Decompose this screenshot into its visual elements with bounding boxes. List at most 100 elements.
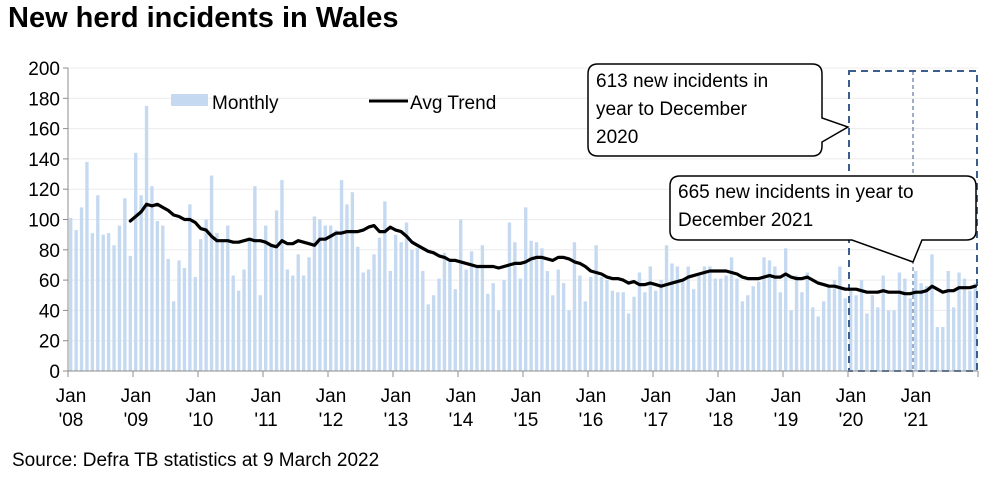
x-tick-label-month: Jan — [576, 386, 607, 407]
x-tick-labels: Jan '08 Jan '09 Jan '10 Jan '11 Jan '12 Jan '13 Jan '… — [56, 386, 932, 431]
bar-monthly — [805, 272, 810, 371]
bar-monthly — [220, 240, 225, 371]
bar-monthly — [708, 266, 712, 371]
bar-monthly — [372, 254, 376, 371]
x-tick-label-month: Jan — [836, 386, 867, 407]
bar-monthly — [361, 272, 365, 371]
bar-monthly — [691, 289, 696, 371]
bar-monthly — [583, 301, 587, 371]
bar-monthly — [903, 278, 907, 371]
bar-monthly — [567, 310, 571, 371]
bar-monthly — [301, 275, 306, 371]
bar-monthly — [957, 272, 961, 371]
callout-2021: 665 new incidents in year to December 20… — [669, 175, 977, 263]
bar-monthly — [96, 195, 100, 371]
x-tick-label-year: '10 — [189, 410, 214, 431]
bar-monthly — [681, 281, 685, 371]
bar-monthly — [534, 242, 539, 371]
bar-monthly — [101, 234, 105, 371]
bar-monthly — [188, 204, 192, 371]
bar-monthly — [496, 310, 501, 371]
x-tick-label-year: '15 — [514, 410, 539, 431]
bar-monthly — [139, 195, 143, 371]
x-tick-label-month: Jan — [121, 386, 152, 407]
bar-monthly — [897, 272, 902, 371]
callout-2020-line-2: year to December — [596, 99, 748, 120]
bar-monthly — [610, 290, 615, 371]
x-tick-label-year: '20 — [839, 410, 864, 431]
bar-monthly — [258, 295, 262, 371]
bar-monthly — [345, 204, 349, 371]
bar-monthly — [827, 287, 831, 371]
bar-monthly — [226, 225, 230, 371]
x-tick-label-year: '11 — [254, 410, 277, 431]
bar-monthly — [751, 286, 755, 371]
bar-monthly — [529, 240, 533, 371]
bar-monthly — [144, 105, 149, 371]
bar-monthly — [128, 255, 132, 371]
bar-monthly — [480, 245, 485, 371]
y-tick-labels: 0 20 40 60 80 100 120 140 160 180 200 — [28, 59, 60, 383]
bar-monthly — [442, 252, 447, 371]
bar-monthly — [756, 281, 761, 371]
bar-monthly — [870, 295, 875, 371]
y-tick-label: 40 — [39, 301, 60, 322]
y-tick-label: 100 — [28, 211, 60, 232]
axes — [63, 67, 979, 377]
source-note: Source: Defra TB statistics at 9 March 2… — [12, 450, 380, 471]
bar-monthly — [209, 175, 214, 371]
bar-monthly — [475, 267, 479, 371]
y-tick-label: 20 — [39, 332, 60, 353]
y-tick-label: 60 — [39, 271, 60, 292]
bar-monthly — [204, 219, 208, 371]
bar-monthly — [599, 277, 604, 371]
bar-monthly — [540, 248, 544, 371]
bar-monthly — [307, 257, 311, 371]
bar-monthly — [832, 280, 837, 371]
bar-monthly — [849, 290, 853, 371]
bar-monthly — [112, 245, 116, 371]
bar-monthly — [648, 266, 652, 371]
bar-monthly — [518, 278, 522, 371]
bar-monthly — [962, 278, 967, 371]
x-tick-label-year: '09 — [124, 410, 149, 431]
bar-monthly — [296, 254, 300, 371]
bar-monthly — [643, 292, 647, 371]
bar-monthly — [123, 198, 127, 371]
bar-monthly — [686, 266, 690, 371]
y-tick-label: 200 — [28, 59, 60, 80]
bar-monthly — [453, 289, 457, 371]
bar-monthly — [388, 271, 392, 371]
bar-monthly — [659, 280, 663, 371]
bar-monthly — [821, 301, 826, 371]
bar-monthly — [448, 261, 452, 371]
callout-2021-line-2: December 2021 — [678, 210, 813, 231]
bar-monthly — [968, 290, 972, 371]
x-tick-label-year: '14 — [449, 410, 474, 431]
bar-monthly — [865, 313, 869, 371]
bar-monthly — [507, 222, 512, 371]
bar-monthly — [843, 298, 847, 371]
bar-monthly — [486, 293, 490, 371]
bar-monthly — [356, 246, 360, 371]
bar-monthly — [166, 258, 170, 371]
y-tick-label: 180 — [28, 89, 60, 110]
bar-monthly — [594, 245, 598, 371]
x-tick-label-year: '21 — [904, 410, 929, 431]
x-tick-label-year: '08 — [59, 410, 84, 431]
gridlines — [68, 67, 978, 342]
bar-monthly — [719, 278, 723, 371]
x-tick-label-month: Jan — [251, 386, 282, 407]
bar-monthly — [79, 207, 84, 371]
x-tick-label-year: '19 — [774, 410, 799, 431]
bar-monthly — [513, 242, 517, 371]
bar-monthly — [561, 283, 566, 371]
bar-monthly — [556, 269, 560, 371]
legend-label-monthly: Monthly — [212, 93, 279, 114]
legend-swatch-monthly — [171, 94, 208, 106]
bar-monthly — [182, 267, 187, 371]
bar-monthly — [778, 292, 782, 371]
bar-monthly — [323, 225, 327, 371]
bar-monthly — [177, 260, 181, 371]
